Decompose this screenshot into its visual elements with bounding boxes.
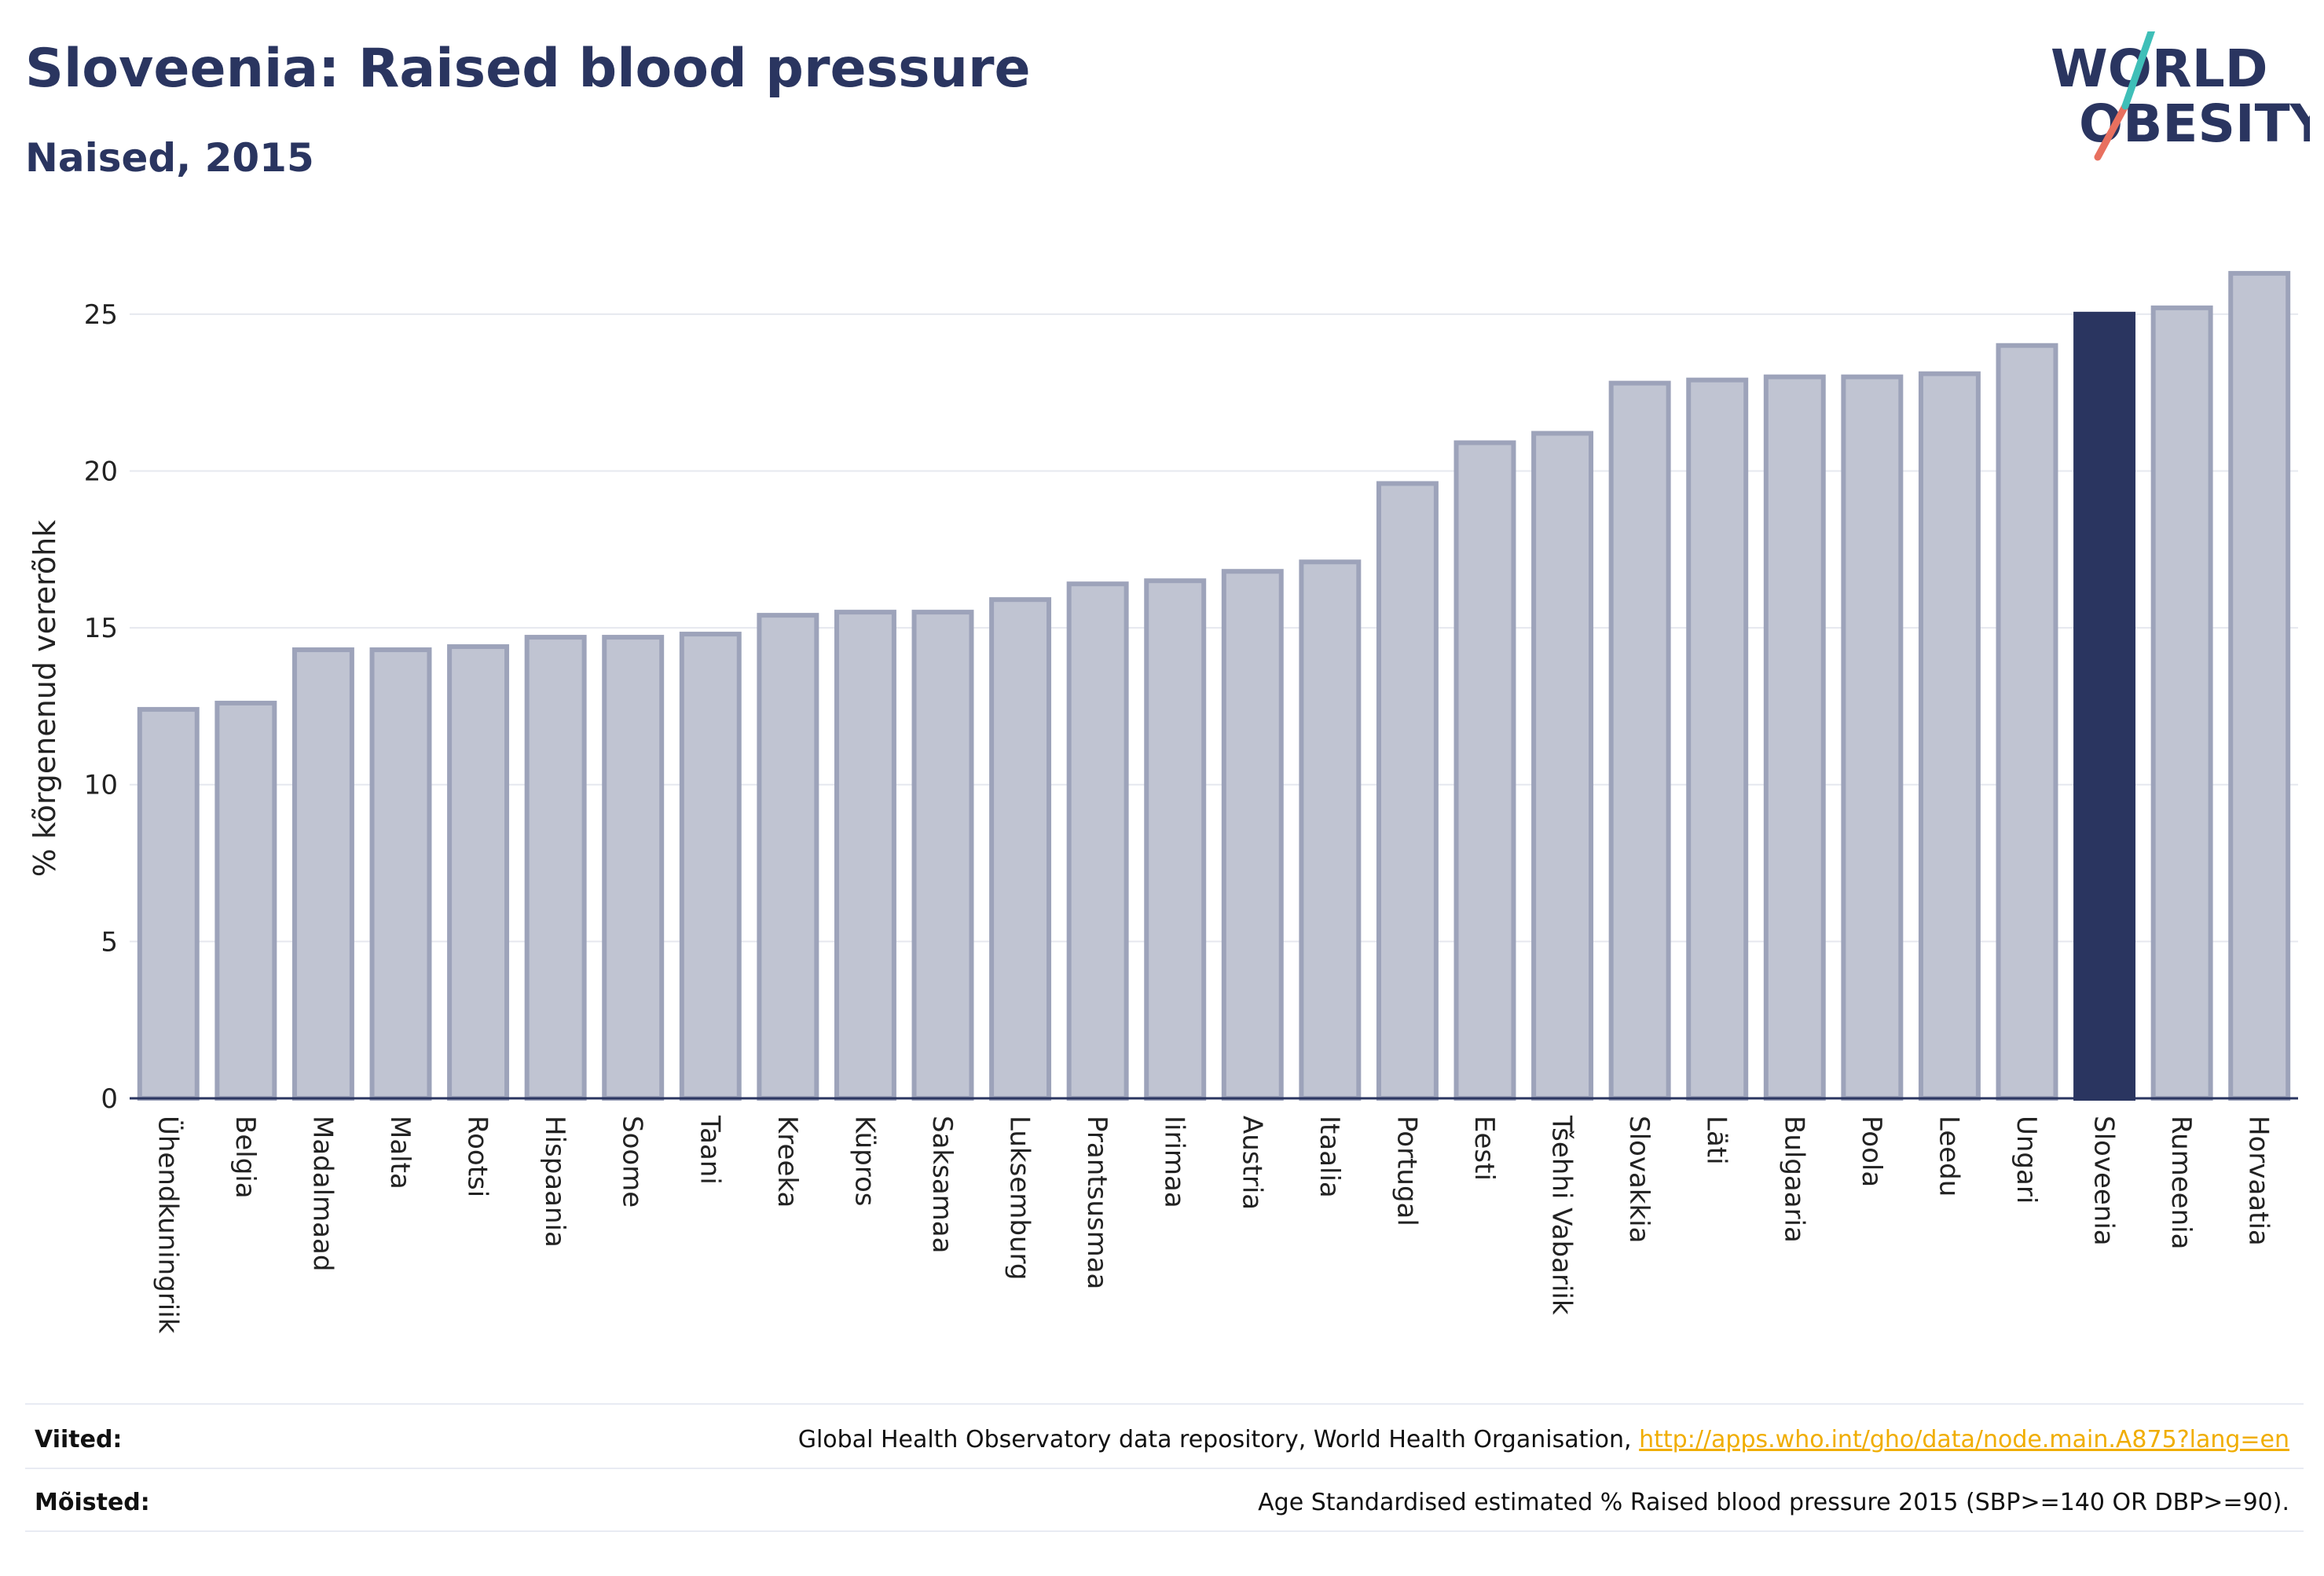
- sources-text: Global Health Observatory data repositor…: [798, 1426, 2289, 1453]
- logo-line1: WORLD: [2051, 38, 2268, 99]
- sources-link[interactable]: http://apps.who.int/gho/data/node.main.A…: [1639, 1426, 2289, 1453]
- bar: [1299, 559, 1362, 1101]
- logo-slash-lower: [2094, 102, 2129, 161]
- bar: [2073, 311, 2136, 1101]
- x-tick-label: Ühendkuningriik: [152, 1116, 184, 1334]
- bar: [524, 635, 587, 1101]
- x-tick-label: Läti: [1701, 1116, 1732, 1165]
- x-tick-label: Rumeenia: [2165, 1116, 2197, 1249]
- x-tick-label: Hispaania: [539, 1116, 570, 1248]
- bar: [1608, 380, 1671, 1101]
- page-subtitle: Naised, 2015: [25, 135, 314, 181]
- x-tick-label: Saksamaa: [926, 1116, 958, 1253]
- y-tick-label: 5: [101, 926, 118, 958]
- bar: [291, 647, 354, 1101]
- x-tick-label: Tšehhi Vabariik: [1546, 1115, 1578, 1315]
- bar: [602, 635, 665, 1101]
- bar: [1918, 371, 1981, 1101]
- y-tick-label: 20: [84, 456, 118, 487]
- x-tick-label: Portugal: [1391, 1116, 1422, 1226]
- x-tick-label: Sloveenia: [2088, 1116, 2120, 1246]
- x-tick-label: Kreeka: [772, 1116, 803, 1208]
- x-tick-label: Austria: [1236, 1116, 1267, 1210]
- y-tick-label: 10: [84, 770, 118, 801]
- bar: [679, 632, 742, 1101]
- bar: [1686, 377, 1749, 1101]
- x-tick-label: Eesti: [1468, 1116, 1500, 1181]
- x-tick-label: Rootsi: [462, 1116, 493, 1197]
- bar: [1221, 569, 1284, 1101]
- bar: [2228, 270, 2291, 1101]
- bar: [1996, 343, 2058, 1101]
- x-tick-label: Taani: [694, 1115, 725, 1185]
- x-tick-label: Bulgaaria: [1778, 1116, 1809, 1243]
- x-tick-label: Belgia: [229, 1116, 261, 1199]
- x-tick-label: Iirimaa: [1159, 1116, 1190, 1208]
- x-tick-label: Soome: [617, 1116, 648, 1208]
- y-tick-label: 0: [101, 1083, 118, 1115]
- y-tick-label: 25: [84, 299, 118, 331]
- bar: [1763, 374, 1826, 1101]
- bar: [834, 610, 896, 1101]
- bar: [2150, 305, 2213, 1101]
- bar: [447, 644, 510, 1101]
- footer-divider-middle: [25, 1468, 2304, 1469]
- bar: [1376, 481, 1439, 1101]
- x-tick-label: Slovakkia: [1623, 1116, 1655, 1243]
- bar: [1531, 431, 1594, 1101]
- y-axis-label: % kõrgenenud vererõhk: [27, 520, 62, 878]
- bar: [214, 700, 277, 1101]
- definitions-text: Age Standardised estimated % Raised bloo…: [1258, 1489, 2289, 1516]
- x-tick-label: Luksemburg: [1004, 1116, 1036, 1280]
- x-tick-label: Itaalia: [1314, 1116, 1345, 1198]
- sources-label: Viited:: [35, 1426, 123, 1453]
- x-tick-label: Prantsusmaa: [1081, 1116, 1113, 1289]
- footer-divider-bottom: [25, 1530, 2304, 1532]
- y-tick-label: 15: [84, 613, 118, 644]
- bar: [1066, 581, 1129, 1101]
- bar-chart: 0 5 10 15 20 25 % kõrgenenud vererõhk Ühendkuni…: [27, 270, 2298, 1334]
- page-title: Sloveenia: Raised blood pressure: [25, 38, 1031, 100]
- logo-slash-upper: [2121, 31, 2156, 110]
- definitions-label: Mõisted:: [35, 1489, 150, 1516]
- x-tick-label: Malta: [384, 1116, 416, 1189]
- x-tick-label: Küpros: [849, 1116, 880, 1206]
- bar: [989, 597, 1052, 1101]
- world-obesity-logo: WORLD OBESITY: [2051, 31, 2310, 161]
- bar: [911, 610, 974, 1101]
- x-tick-label: Ungari: [2011, 1116, 2042, 1204]
- x-tick-label: Madalmaad: [306, 1116, 338, 1271]
- bar: [1841, 374, 1904, 1101]
- x-tick-label: Horvaatia: [2243, 1116, 2275, 1246]
- sources-citation: Global Health Observatory data repositor…: [797, 1426, 1632, 1453]
- footer-divider-top: [25, 1403, 2304, 1405]
- bar: [369, 647, 432, 1101]
- bar: [1144, 578, 1207, 1101]
- bar: [757, 613, 819, 1101]
- x-tick-label: Poola: [1856, 1116, 1887, 1187]
- bar: [1453, 440, 1516, 1101]
- bar: [137, 706, 200, 1101]
- x-tick-label: Leedu: [1933, 1116, 1964, 1197]
